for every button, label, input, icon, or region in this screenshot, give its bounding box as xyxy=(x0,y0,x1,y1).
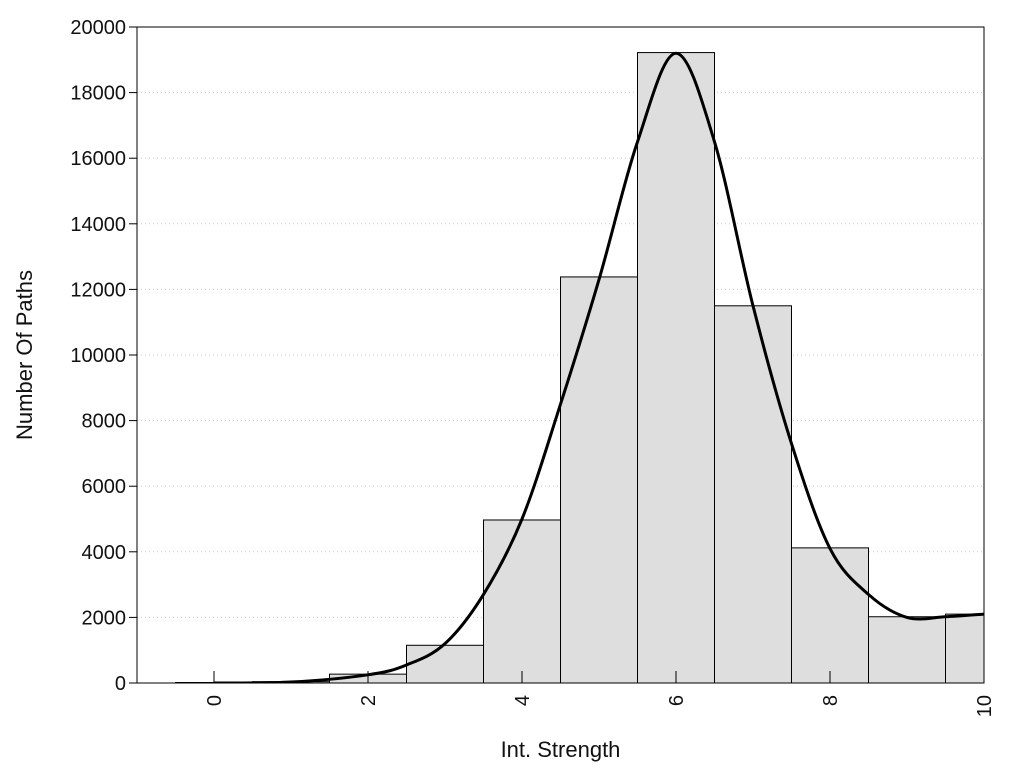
y-tick-label: 14000 xyxy=(70,214,126,236)
y-axis-title: Number Of Paths xyxy=(12,270,37,440)
smoothed-distribution-line xyxy=(213,51,984,683)
y-tick-label: 12000 xyxy=(70,279,126,301)
y-axis: 0 2000 4000 6000 8000 10000 12000 14000 16000 180… xyxy=(70,17,137,695)
bar-layer xyxy=(175,52,984,683)
y-tick-label: 4000 xyxy=(82,542,127,564)
histogram-bar xyxy=(406,644,484,683)
y-tick-label: 10000 xyxy=(70,345,126,367)
y-tick-label: 6000 xyxy=(82,476,127,498)
x-tick-label: 6 xyxy=(666,695,688,706)
y-tick-label: 0 xyxy=(115,673,126,695)
histogram-bar xyxy=(791,547,869,683)
histogram-bar xyxy=(714,305,792,683)
histogram-bar xyxy=(637,52,715,683)
x-tick-label: 10 xyxy=(974,695,996,717)
histogram-bar xyxy=(868,616,946,683)
y-tick-label: 16000 xyxy=(70,148,126,170)
y-tick-label: 2000 xyxy=(82,607,127,629)
y-tick-label: 18000 xyxy=(70,83,126,105)
histogram-bar xyxy=(483,519,561,683)
x-tick-label: 8 xyxy=(820,695,842,706)
x-tick-label: 4 xyxy=(512,695,534,706)
y-tick-label: 8000 xyxy=(82,411,127,433)
y-tick-label: 20000 xyxy=(70,17,126,39)
histogram-bar xyxy=(945,613,984,683)
x-tick-label: 2 xyxy=(358,695,380,706)
x-tick-label: 0 xyxy=(204,695,226,706)
curve-layer xyxy=(213,51,984,683)
x-axis-title: Int. Strength xyxy=(501,737,621,762)
histogram-bar xyxy=(560,276,638,683)
x-axis: 0 2 4 6 8 10 xyxy=(204,671,996,717)
